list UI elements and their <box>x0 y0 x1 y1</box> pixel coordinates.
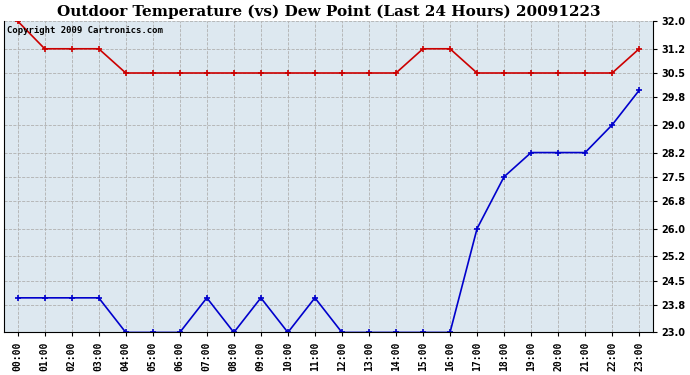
Title: Outdoor Temperature (vs) Dew Point (Last 24 Hours) 20091223: Outdoor Temperature (vs) Dew Point (Last… <box>57 4 600 18</box>
Text: Copyright 2009 Cartronics.com: Copyright 2009 Cartronics.com <box>8 26 164 35</box>
